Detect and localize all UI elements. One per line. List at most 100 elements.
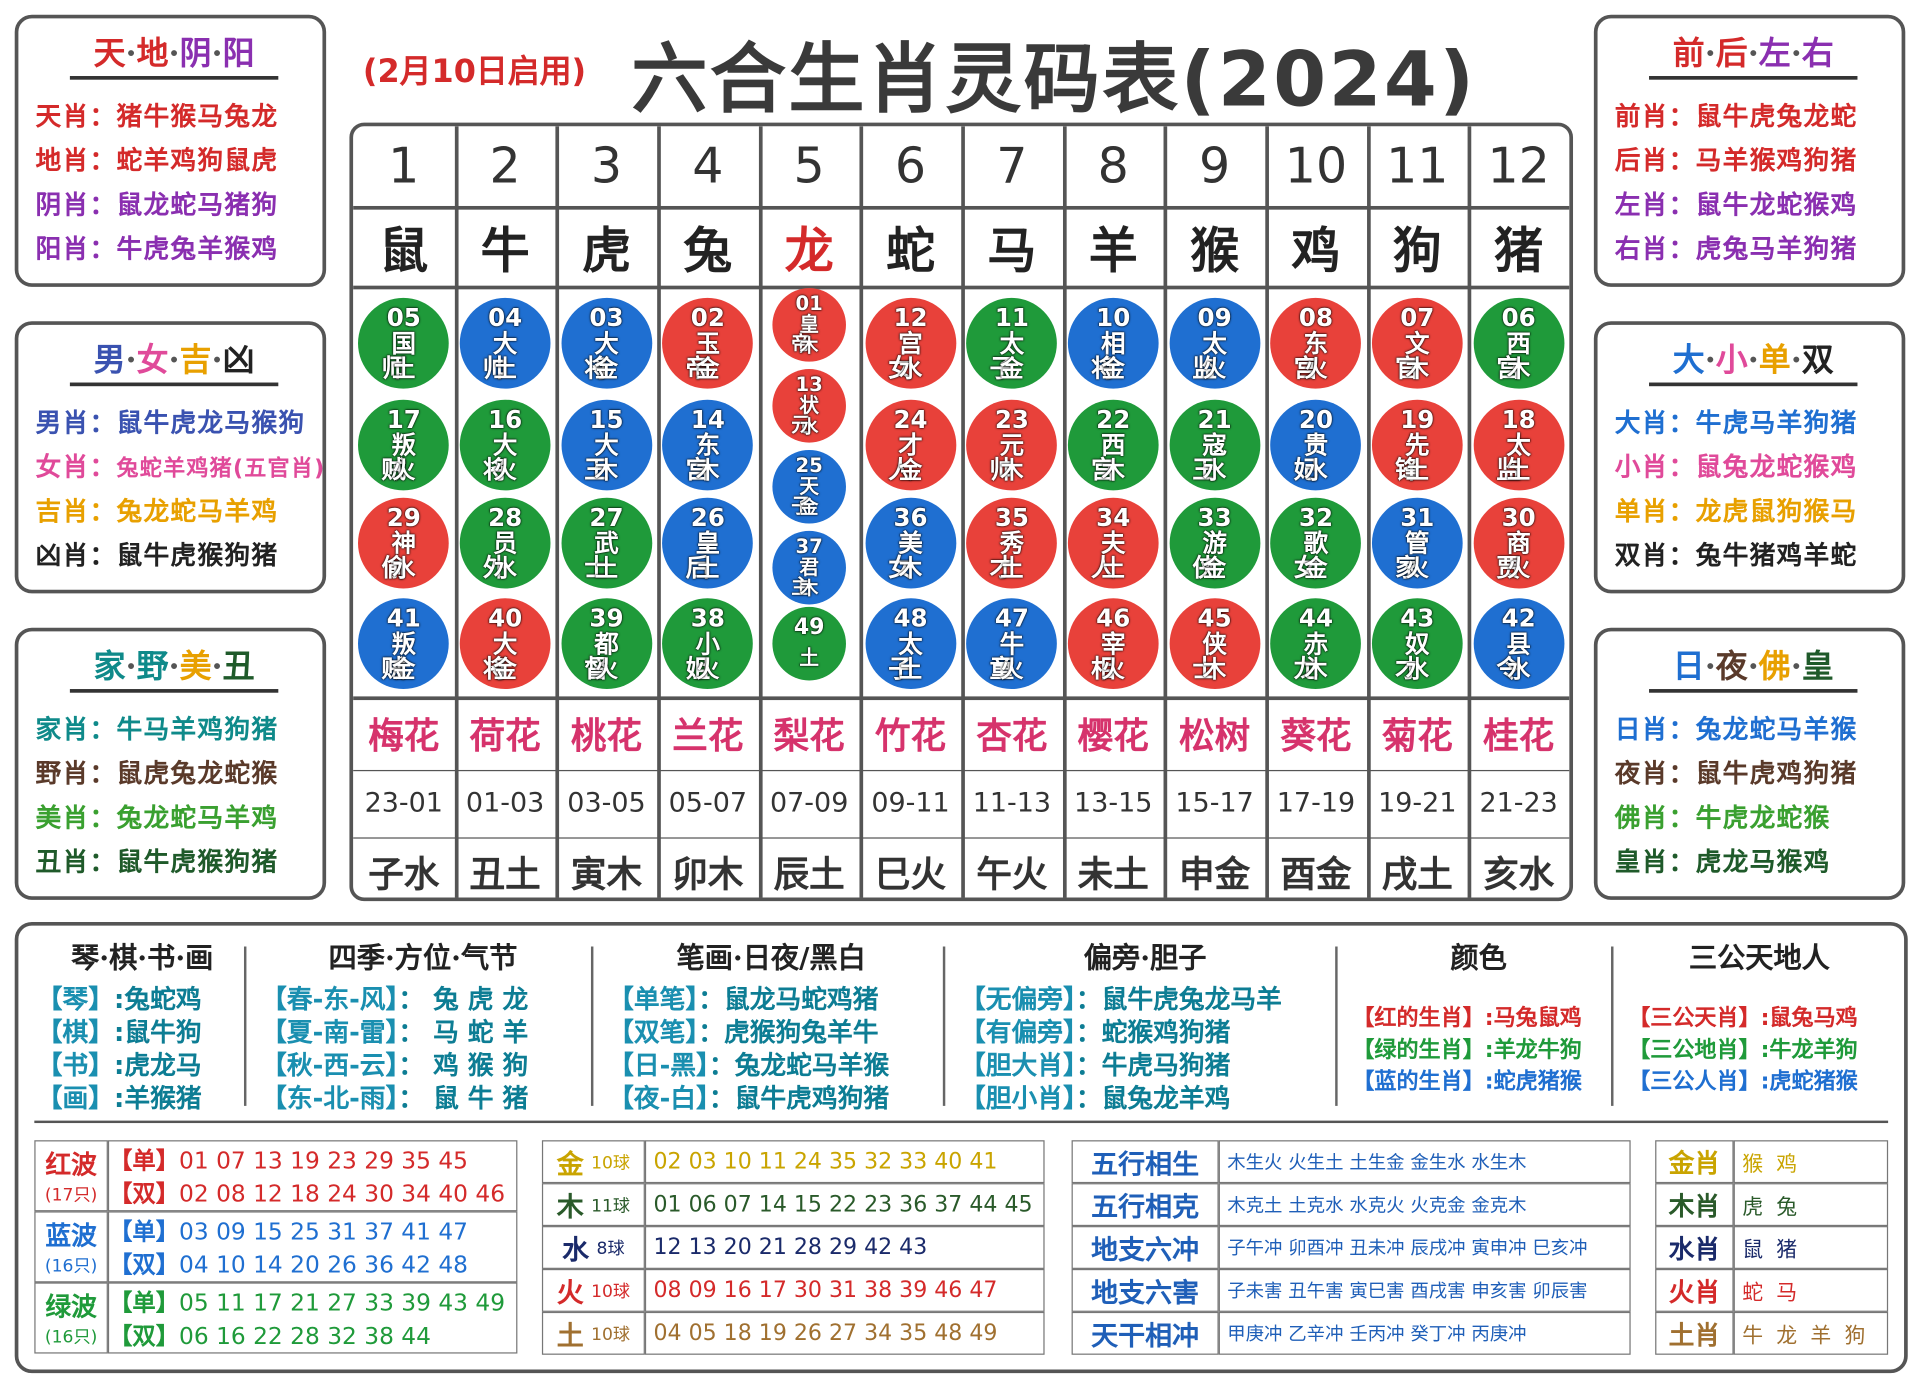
ball-title: 先锋 <box>1395 430 1450 485</box>
group-row: 【有偏旁】：蛇猴鸡狗猪 <box>960 1013 1230 1050</box>
ball-number: 14 <box>690 404 725 434</box>
number-ball: 02 玉帝金 <box>662 297 754 389</box>
wave-name: 蓝波 <box>45 1221 97 1251</box>
row-value: 蛇羊鸡狗鼠虎 <box>116 145 279 176</box>
ball-title: 大将 <box>482 430 538 485</box>
page-title: 六合生肖灵码表(2024) <box>631 34 1477 124</box>
row-value: :羊猴猪 <box>114 1083 202 1114</box>
column-rule <box>859 126 864 898</box>
zodiac-name: 龙 <box>784 221 834 279</box>
ball-number: 48 <box>893 603 928 633</box>
element-zodiac-value: 猴 鸡 <box>1733 1140 1889 1184</box>
element-count: 10球 <box>591 1324 631 1345</box>
zodiac-name: 虎 <box>581 221 631 279</box>
wave-numbers: 04 10 14 20 26 36 42 48 <box>179 1251 469 1279</box>
ball-number: 26 <box>690 502 725 532</box>
number-ball: 49 土 <box>772 606 846 681</box>
element-name: 水 <box>562 1235 590 1266</box>
row-value: 兔龙蛇马羊鸡 <box>116 803 279 833</box>
row-value: :虎蛇猪猴 <box>1760 1069 1858 1095</box>
ball-number: 37 <box>795 534 823 558</box>
ball-title: 武士 <box>584 528 639 583</box>
ball-title: 秀才 <box>989 528 1045 583</box>
number-ball: 45 侠士木 <box>1169 598 1260 690</box>
panel-title: 天·地·阴·阳 <box>69 28 279 80</box>
ball-element: 火 <box>1000 655 1024 683</box>
ball-title: 状元 <box>791 393 836 437</box>
row-value: 猪牛猴马兔龙 <box>116 101 279 132</box>
column-number: 4 <box>692 137 724 195</box>
column-number: 5 <box>793 137 825 195</box>
hours: 01-03 <box>465 788 545 820</box>
ball-title: 叛贼 <box>381 430 436 485</box>
wave-numbers-cell: 【单】03 09 15 25 31 37 41 47 【双】04 10 14 20… <box>107 1211 518 1283</box>
number-ball: 39 都督火 <box>561 598 652 690</box>
ball-element: 土 <box>392 355 416 383</box>
element-numbers: 02 03 10 11 24 35 32 33 40 41 <box>644 1140 1045 1184</box>
earthly-branch: 午火 <box>976 852 1048 895</box>
element-name-cell: 土 10球 <box>541 1311 645 1355</box>
ball-number: 16 <box>488 404 523 434</box>
ball-title: 东宫 <box>1293 329 1349 383</box>
number-ball: 31 管家火 <box>1371 497 1463 589</box>
panel-title: 男·女·吉·凶 <box>69 335 279 387</box>
row-value: 兔龙蛇马羊鸡 <box>116 496 279 526</box>
flower: 竹花 <box>874 714 947 757</box>
row-value: 鼠兔龙蛇猴鸡 <box>1695 452 1858 482</box>
bottom-box <box>14 921 1908 1374</box>
element-zodiac-value: 蛇 马 <box>1733 1268 1889 1312</box>
hours: 19-21 <box>1378 788 1457 820</box>
row-value: :鼠兔马鸡 <box>1760 1005 1858 1032</box>
relation-value: 木生火 火生土 土生金 金生水 水生木 <box>1218 1140 1631 1184</box>
ball-number: 22 <box>1096 404 1131 434</box>
wave-label: 【单】 <box>109 1147 180 1175</box>
wave-name: 绿波 <box>45 1292 97 1322</box>
group-title: 偏旁·胆子 <box>1083 941 1207 975</box>
wave-numbers-cell: 【单】01 07 13 19 23 29 35 45 【双】02 08 12 18… <box>107 1140 518 1212</box>
column-number: 10 <box>1284 137 1348 195</box>
ball-number: 43 <box>1400 603 1435 633</box>
row-label: 单肖： <box>1614 496 1696 526</box>
number-ball: 13 状元水 <box>772 369 846 443</box>
element-name-cell: 金 10球 <box>541 1140 645 1184</box>
info-panel: 家·野·美·丑 家肖：牛马羊鸡狗猪 野肖：鼠虎兔龙蛇猴 美肖：兔龙蛇马羊鸡 丑肖：鼠牛虎… <box>14 627 327 900</box>
zodiac-name: 狗 <box>1392 221 1442 279</box>
panel-row: 夜肖：鼠牛虎鸡狗猪 <box>1615 754 1858 791</box>
row-value: :鼠牛狗 <box>114 1017 202 1048</box>
element-name: 金 <box>556 1149 584 1181</box>
relation-value: 木克土 土克水 水克火 火克金 金克木 <box>1218 1183 1631 1227</box>
row-value: ：兔龙蛇马羊猴 <box>708 1050 890 1081</box>
number-ball: 20 贵妃水 <box>1270 399 1362 491</box>
info-panel: 男·女·吉·凶 男肖：鼠牛虎龙马猴狗 女肖：兔蛇羊鸡猪(五官肖) 吉肖：兔龙蛇马羊鸡凶… <box>14 321 327 594</box>
ball-number: 25 <box>795 453 823 477</box>
relation-value: 甲庚冲 乙辛冲 壬丙冲 癸丁冲 丙庚冲 <box>1218 1311 1631 1355</box>
info-panel: 天·地·阴·阳 天肖：猪牛猴马兔龙 地肖：蛇羊鸡狗鼠虎 阴肖：鼠龙蛇马猪狗 阳肖：牛虎兔… <box>14 14 327 287</box>
ball-element: 木 <box>1405 355 1429 383</box>
ball-number: 01 <box>795 291 823 315</box>
row-label: 【胆大肖】 <box>959 1050 1076 1081</box>
group-row: 【夜-白】：鼠牛虎鸡狗猪 <box>608 1079 889 1116</box>
ball-title: 寇王 <box>1192 430 1247 485</box>
row-label: 【画】 <box>36 1083 115 1114</box>
column-number: 9 <box>1198 137 1231 195</box>
column-rule <box>555 126 560 898</box>
group-rule <box>1335 946 1338 1106</box>
panel-row: 美肖：兔龙蛇马羊鸡 <box>36 798 279 835</box>
relation-name: 天干相冲 <box>1071 1311 1219 1355</box>
number-ball: 11 太子金 <box>966 297 1058 389</box>
panel-row: 凶肖：鼠牛虎猴狗猪 <box>36 536 279 573</box>
number-ball: 37 君主木 <box>772 530 846 605</box>
element-name: 火 <box>556 1278 584 1309</box>
element-count: 10球 <box>591 1153 631 1173</box>
panel-row: 大肖：牛虎马羊狗猪 <box>1615 403 1858 440</box>
panel-row: 男肖：鼠牛虎龙马猴狗 <box>36 403 306 440</box>
hours: 05-07 <box>668 788 748 820</box>
row-value: 鼠牛虎猴狗猪 <box>116 847 279 877</box>
number-ball: 28 员外水 <box>459 497 551 589</box>
ball-element: 木 <box>1202 655 1227 683</box>
number-ball: 01 皇帝木 <box>772 288 846 362</box>
row-label: 皇肖： <box>1614 847 1696 877</box>
number-ball: 44 赤龙木 <box>1270 598 1362 690</box>
panel-row: 野肖：鼠虎兔龙蛇猴 <box>36 754 279 791</box>
row-value: 兔牛猪鸡羊蛇 <box>1695 540 1858 571</box>
